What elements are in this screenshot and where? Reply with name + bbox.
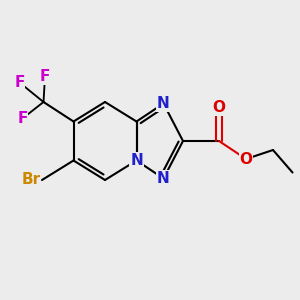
Text: F: F (40, 69, 50, 84)
Text: O: O (212, 100, 226, 116)
Text: O: O (239, 152, 253, 166)
Text: F: F (17, 111, 28, 126)
Text: N: N (130, 153, 143, 168)
Text: N: N (157, 171, 170, 186)
Text: Br: Br (21, 172, 40, 188)
Text: N: N (157, 96, 170, 111)
Text: F: F (14, 75, 25, 90)
